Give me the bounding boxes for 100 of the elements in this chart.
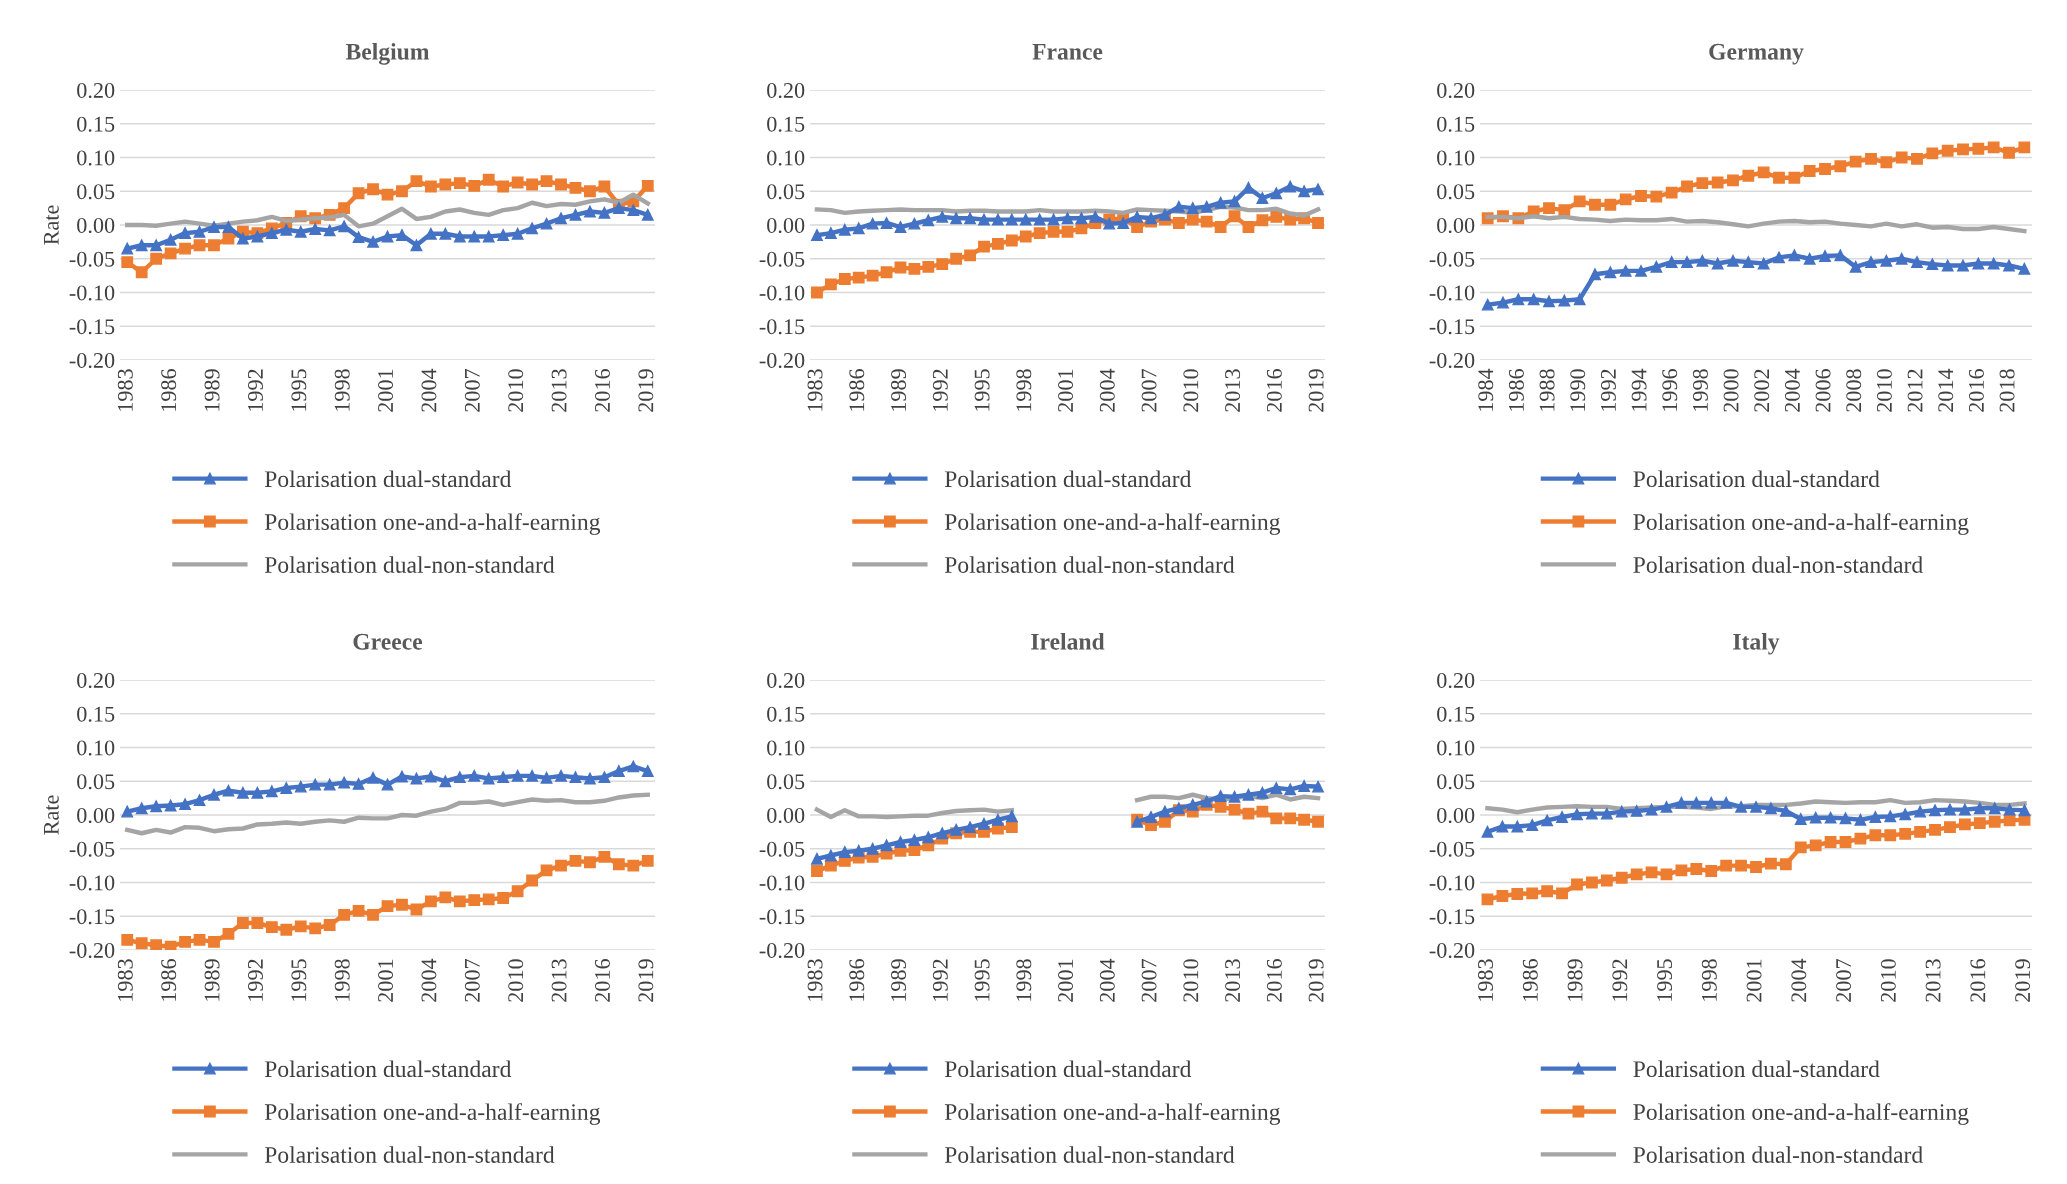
y-tick-label: 0.15 [77, 116, 115, 132]
legend-label: Polarisation dual-standard [944, 1060, 1192, 1078]
x-tick-label: 1986 [849, 369, 865, 411]
x-tick-label: 2007 [464, 958, 480, 1002]
x-tick-label: 1986 [161, 959, 177, 1001]
chart-title: France [1032, 43, 1103, 60]
legend-label: Polarisation one-and-a-half-earning [944, 513, 1281, 535]
y-tick-label: -0.15 [1429, 909, 1475, 925]
y-tick-label: -0.05 [1429, 251, 1475, 267]
y-tick-label: 0.10 [77, 150, 115, 166]
y-tick-label: 0.05 [767, 184, 805, 200]
chart-title: Ireland [1031, 633, 1105, 650]
y-tick-label: -0.15 [69, 909, 115, 925]
y-tick-label: 0.20 [1437, 672, 1475, 689]
y-tick-label: 0.20 [77, 672, 115, 689]
y-tick-label: -0.20 [759, 942, 805, 959]
x-tick-label: 2008 [1846, 369, 1862, 412]
x-tick-label: 2007 [1141, 958, 1157, 1002]
y-tick-label: 0.00 [77, 807, 115, 824]
x-tick-label: 2016 [1266, 959, 1282, 1002]
y-tick-label: -0.15 [759, 909, 805, 925]
legend-label: Polarisation dual-non-standard [1633, 1146, 1923, 1163]
y-tick-label: 0.05 [1437, 184, 1475, 200]
y-tick-label: 0.20 [77, 82, 115, 99]
y-axis-title: Rate [44, 795, 59, 835]
x-tick-label: 1989 [891, 959, 907, 1001]
y-tick-label: -0.15 [69, 319, 115, 335]
legend-label: Polarisation dual-standard [1633, 470, 1880, 488]
y-tick-label: 0.05 [77, 774, 115, 790]
legend-label: Polarisation dual-non-standard [944, 1146, 1235, 1163]
legend-label: Polarisation dual-non-standard [1633, 556, 1923, 573]
x-tick-label: 1986 [1508, 369, 1524, 411]
y-tick-label: -0.15 [1429, 319, 1475, 335]
x-tick-label: 1990 [1570, 369, 1586, 411]
x-tick-label: 2010 [1183, 959, 1199, 1002]
y-tick-label: 0.20 [767, 672, 805, 689]
x-tick-label: 1983 [807, 959, 823, 1001]
x-tick-label: 2004 [1784, 368, 1800, 412]
x-tick-label: 1986 [161, 369, 177, 411]
x-tick-label: 2006 [1815, 369, 1831, 412]
x-tick-label: 2001 [378, 959, 394, 1002]
x-tick-label: 2004 [1791, 958, 1807, 1002]
y-tick-label: -0.05 [1429, 841, 1475, 857]
x-tick-label: 2001 [1058, 959, 1074, 1002]
legend-label: Polarisation one-and-a-half-earning [264, 1103, 601, 1125]
y-tick-label: -0.15 [759, 319, 805, 335]
y-tick-label: -0.10 [69, 285, 115, 301]
y-tick-label: -0.20 [69, 942, 115, 959]
y-tick-label: -0.10 [69, 875, 115, 891]
x-tick-label: 2004 [1099, 958, 1115, 1002]
x-tick-label: 2019 [1308, 959, 1324, 1002]
x-tick-label: 2010 [508, 369, 524, 412]
x-tick-label: 2002 [1754, 369, 1770, 412]
y-tick-label: 0.15 [1437, 116, 1475, 132]
x-tick-label: 2013 [1225, 369, 1241, 412]
x-tick-label: 1983 [1478, 959, 1494, 1001]
x-tick-label: 2019 [638, 369, 654, 412]
legend-label: Polarisation dual-non-standard [944, 556, 1235, 573]
y-tick-label: 0.10 [1437, 740, 1475, 756]
x-tick-label: 1992 [932, 369, 948, 411]
x-tick-label: 2010 [1183, 369, 1199, 412]
x-tick-label: 2013 [1925, 959, 1941, 1002]
x-tick-label: 2007 [464, 368, 480, 412]
x-tick-label: 1988 [1539, 369, 1555, 411]
x-tick-label: 1983 [117, 369, 133, 411]
x-tick-label: 1984 [1478, 368, 1494, 411]
y-tick-label: 0.00 [767, 217, 805, 234]
x-tick-label: 2001 [378, 369, 394, 412]
x-tick-label: 1992 [1612, 959, 1628, 1001]
y-tick-label: 0.15 [1437, 706, 1475, 722]
x-tick-label: 1983 [117, 959, 133, 1001]
x-tick-label: 1989 [204, 959, 220, 1001]
x-tick-label: 2010 [508, 959, 524, 1002]
x-tick-label: 2019 [2015, 959, 2031, 1002]
x-tick-label: 2019 [1308, 369, 1324, 412]
y-tick-label: -0.10 [759, 875, 805, 891]
x-tick-label: 1998 [1016, 959, 1032, 1001]
y-tick-label: -0.20 [1429, 942, 1475, 959]
x-tick-label: 2014 [1938, 368, 1954, 412]
x-tick-label: 1989 [1567, 959, 1583, 1001]
x-tick-label: 2010 [1876, 369, 1892, 412]
x-tick-label: 1998 [1692, 369, 1708, 411]
legend-label: Polarisation one-and-a-half-earning [1633, 513, 1969, 535]
x-tick-label: 1996 [1662, 369, 1678, 411]
y-tick-label: 0.05 [767, 774, 805, 790]
y-tick-label: 0.15 [767, 116, 805, 132]
x-tick-label: 2018 [1999, 369, 2015, 412]
x-tick-label: 1983 [807, 369, 823, 411]
x-tick-label: 2004 [421, 368, 437, 412]
y-tick-label: 0.20 [1437, 82, 1475, 99]
x-tick-label: 2012 [1907, 369, 1923, 412]
x-tick-label: 2001 [1058, 369, 1074, 412]
x-tick-label: 1989 [204, 369, 220, 411]
y-tick-label: -0.10 [759, 285, 805, 301]
y-tick-label: -0.05 [759, 841, 805, 857]
x-tick-label: 1992 [247, 369, 263, 411]
y-tick-label: -0.10 [1429, 285, 1475, 301]
y-tick-label: 0.10 [77, 740, 115, 756]
x-tick-label: 1998 [1701, 959, 1717, 1001]
legend-label: Polarisation one-and-a-half-earning [944, 1103, 1281, 1125]
